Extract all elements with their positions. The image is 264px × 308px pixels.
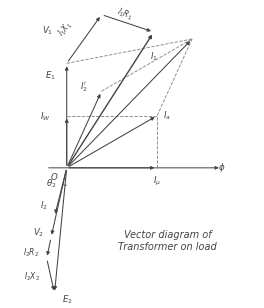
Text: $I_2X_2$: $I_2X_2$: [24, 270, 40, 283]
Text: $I_1$: $I_1$: [150, 51, 158, 63]
Text: $I_1X_1$: $I_1X_1$: [55, 18, 76, 39]
Text: Vector diagram of
Transformer on load: Vector diagram of Transformer on load: [118, 230, 217, 252]
Text: $I_1R_1$: $I_1R_1$: [115, 6, 135, 23]
Text: $V_2$: $V_2$: [33, 226, 44, 238]
Text: $I_2$: $I_2$: [40, 200, 48, 213]
Text: $I_2'$: $I_2'$: [80, 81, 88, 95]
Text: $E_1$: $E_1$: [45, 69, 55, 82]
Text: $I_W$: $I_W$: [40, 110, 51, 123]
Text: $V_1$: $V_1$: [43, 24, 54, 37]
Text: $\theta_2$: $\theta_2$: [46, 177, 56, 190]
Text: $O$: $O$: [50, 171, 59, 182]
Text: $I_2R_2$: $I_2R_2$: [23, 246, 39, 258]
Text: $\phi$: $\phi$: [218, 161, 226, 174]
Text: $I_\mu$: $I_\mu$: [153, 175, 161, 188]
Text: $I_a$: $I_a$: [163, 109, 171, 122]
Text: $E_2$: $E_2$: [62, 293, 73, 306]
